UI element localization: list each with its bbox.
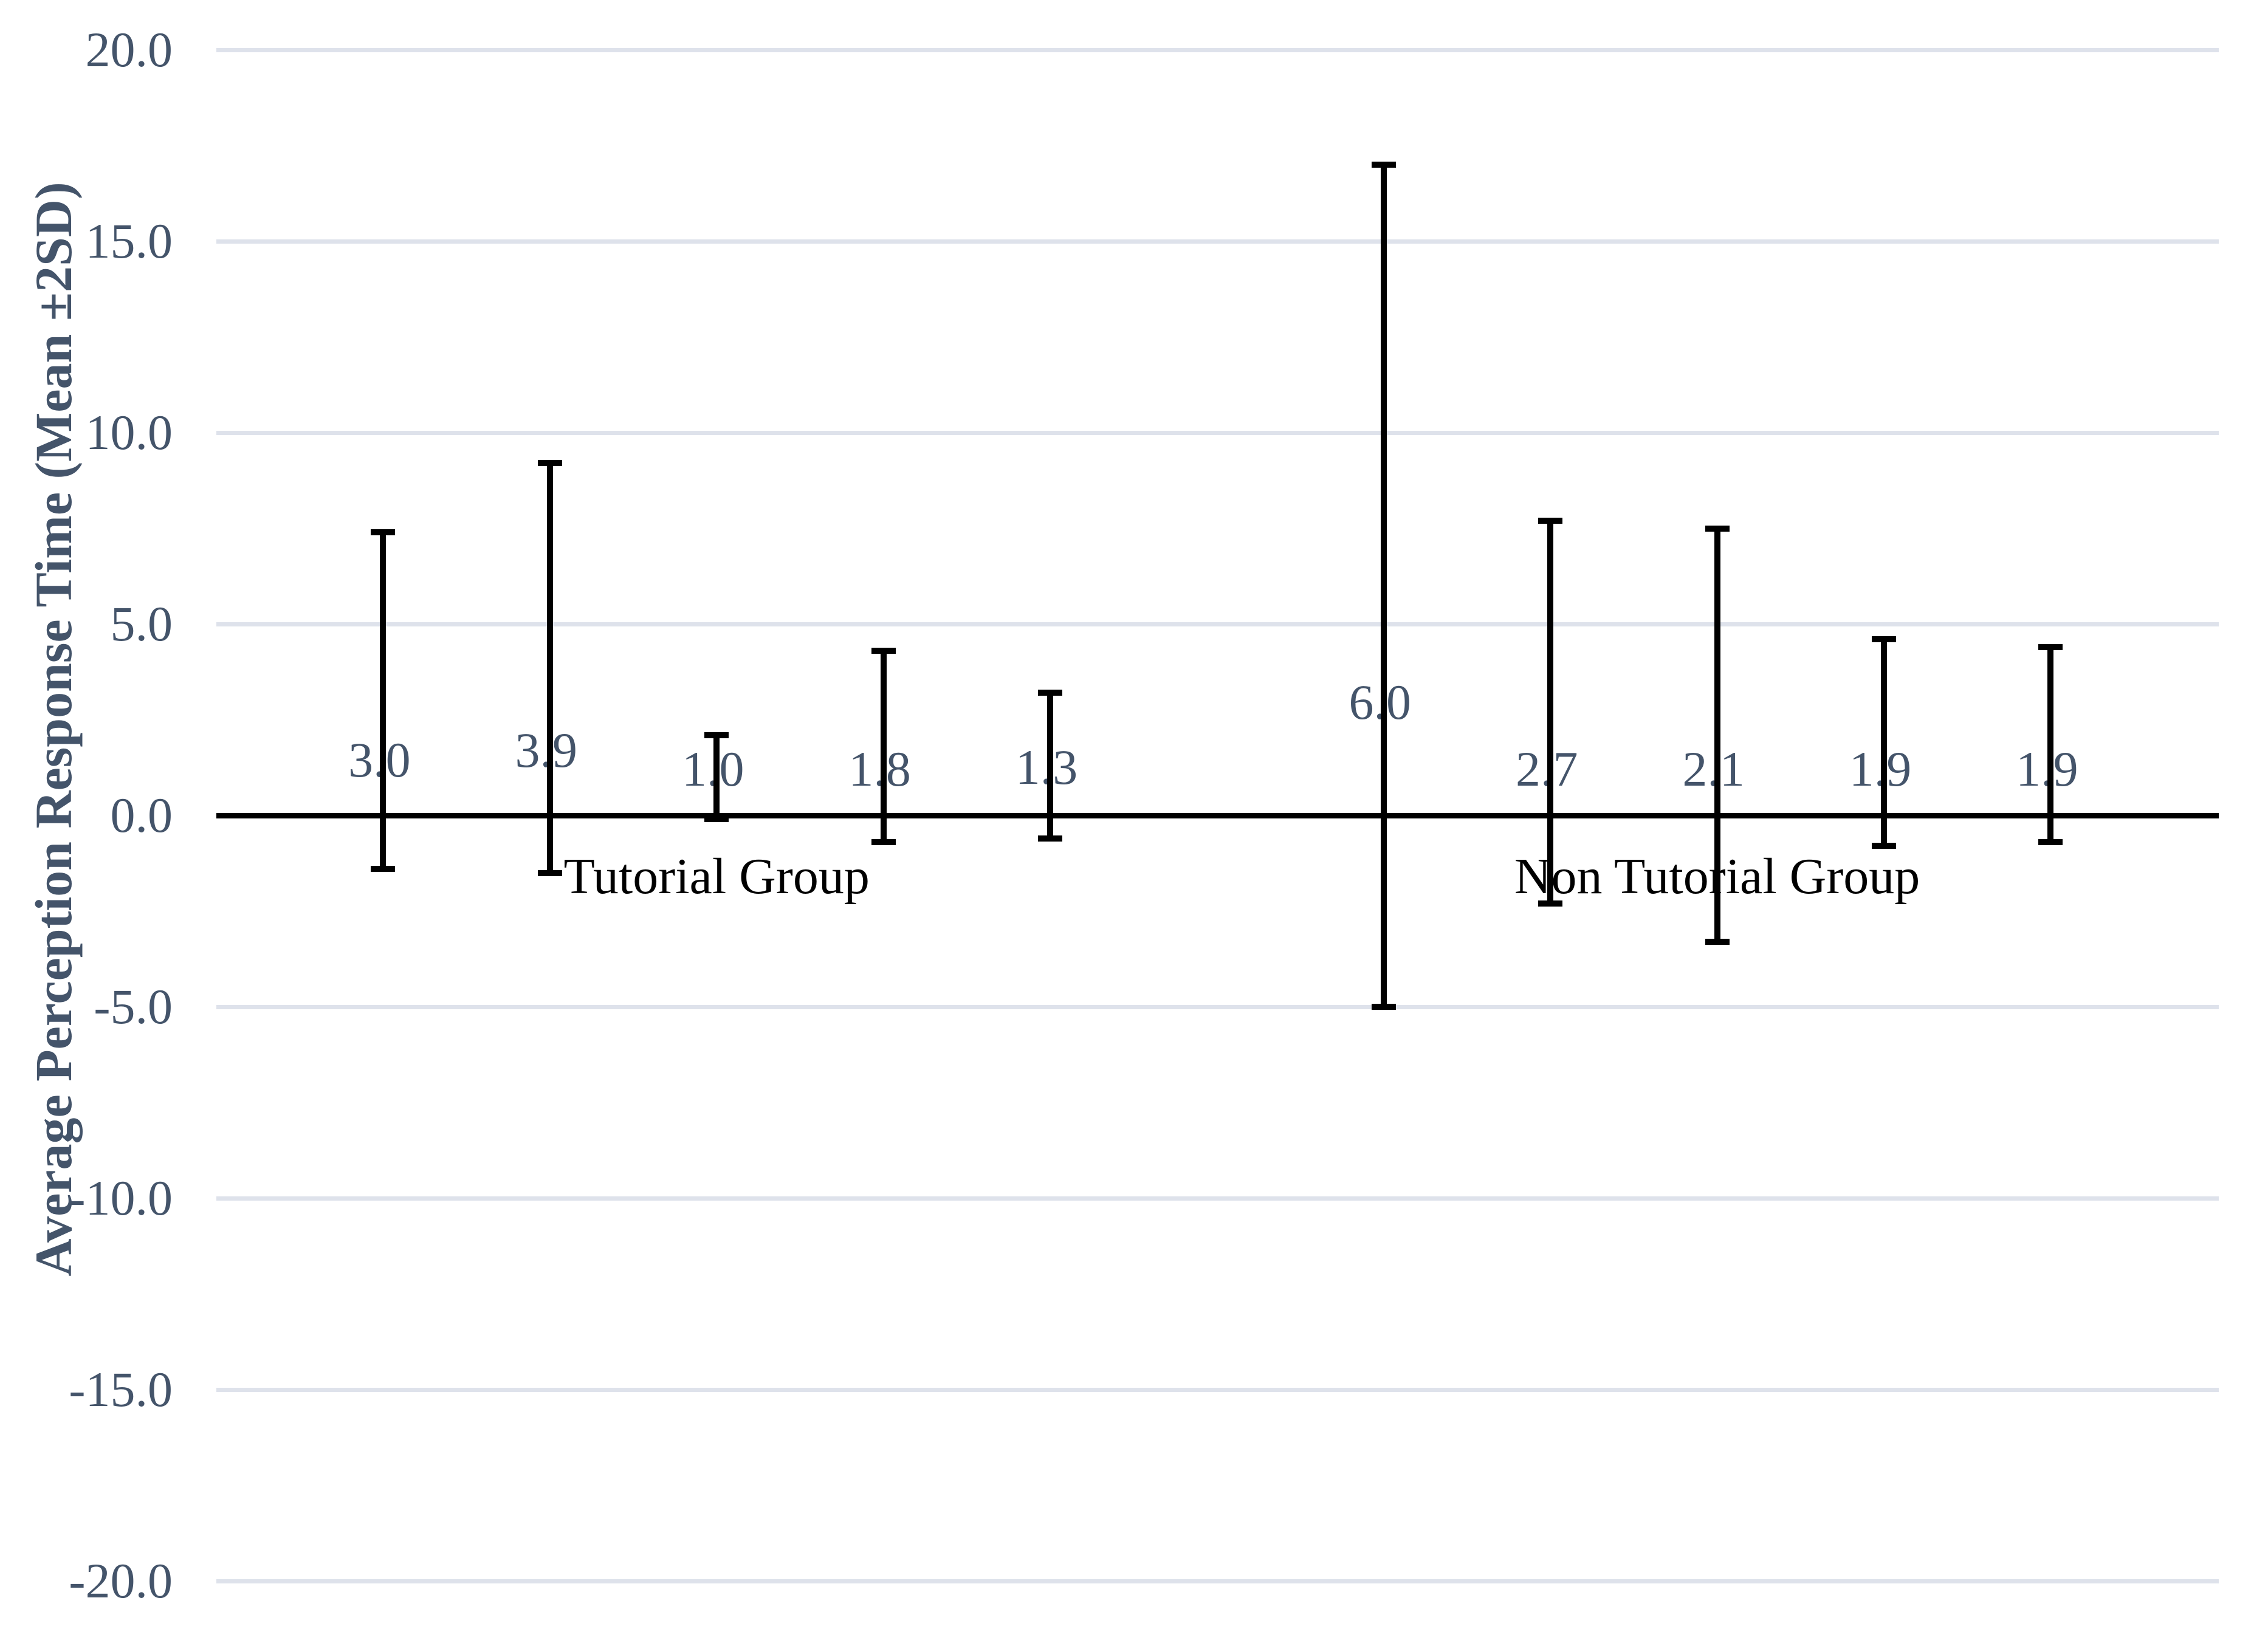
error-bar-line-point-5 bbox=[1047, 693, 1053, 839]
y-tick-label--5.0: -5.0 bbox=[94, 979, 173, 1034]
data-label-point-2: 3.9 bbox=[515, 722, 578, 778]
error-bar-cap-top-point-2 bbox=[537, 460, 562, 467]
y-tick-label-0.0: 0.0 bbox=[110, 787, 173, 843]
data-label-point-4: 1.8 bbox=[848, 741, 911, 797]
error-bar-line-point-7 bbox=[1547, 520, 1554, 904]
error-bar-cap-bottom-point-5 bbox=[1038, 835, 1062, 842]
y-tick-label-10.0: 10.0 bbox=[85, 405, 173, 460]
error-bar-line-point-1 bbox=[380, 532, 387, 869]
y-axis-title: Average Perception Response Time (Mean ±… bbox=[24, 182, 83, 1277]
error-bar-cap-bottom-point-4 bbox=[871, 839, 896, 846]
gridline-y-5 bbox=[216, 622, 2219, 626]
error-bar-cap-top-point-8 bbox=[1705, 525, 1730, 532]
group-label-tutorial-group: Tutorial Group bbox=[563, 848, 870, 905]
error-bar-cap-top-point-10 bbox=[2038, 643, 2063, 650]
error-bar-cap-top-point-1 bbox=[371, 529, 396, 535]
gridline-y-10 bbox=[216, 431, 2219, 435]
gridline-y-15 bbox=[216, 239, 2219, 244]
data-label-point-6: 6.0 bbox=[1349, 674, 1412, 730]
data-label-point-10: 1.9 bbox=[2016, 741, 2078, 797]
gridline-y--20 bbox=[216, 1579, 2219, 1583]
error-bar-cap-bottom-point-8 bbox=[1705, 938, 1730, 945]
gridline-y--10 bbox=[216, 1196, 2219, 1201]
error-bar-cap-top-point-4 bbox=[871, 648, 896, 654]
y-tick-label--15.0: -15.0 bbox=[69, 1362, 173, 1417]
data-label-point-8: 2.1 bbox=[1682, 741, 1745, 797]
data-label-point-9: 1.9 bbox=[1849, 741, 1912, 797]
y-tick-label--10.0: -10.0 bbox=[69, 1170, 173, 1226]
data-label-point-3: 1.0 bbox=[681, 741, 744, 797]
data-label-point-1: 3.0 bbox=[348, 732, 411, 787]
gridline-y-20 bbox=[216, 48, 2219, 52]
error-bar-line-point-9 bbox=[1881, 639, 1887, 846]
y-tick-label--20.0: -20.0 bbox=[69, 1553, 173, 1608]
error-bar-line-point-2 bbox=[546, 463, 553, 873]
x-axis-line bbox=[216, 813, 2219, 818]
error-bar-line-point-10 bbox=[2047, 646, 2054, 843]
error-bar-line-point-8 bbox=[1714, 528, 1720, 942]
error-bar-cap-bottom-point-9 bbox=[1872, 843, 1896, 849]
data-label-point-5: 1.3 bbox=[1015, 739, 1078, 795]
error-bar-cap-top-point-5 bbox=[1038, 690, 1062, 696]
error-bar-cap-bottom-point-3 bbox=[704, 816, 729, 823]
gridline-y--15 bbox=[216, 1388, 2219, 1392]
error-bar-cap-top-point-6 bbox=[1371, 162, 1396, 168]
gridline-y--5 bbox=[216, 1005, 2219, 1009]
error-bar-cap-bottom-point-10 bbox=[2038, 839, 2063, 846]
error-bar-cap-top-point-7 bbox=[1538, 517, 1563, 524]
error-bar-cap-top-point-9 bbox=[1872, 636, 1896, 643]
error-bar-line-point-3 bbox=[713, 735, 720, 820]
error-bar-cap-bottom-point-7 bbox=[1538, 900, 1563, 907]
error-bar-cap-bottom-point-1 bbox=[371, 866, 396, 873]
error-bar-cap-bottom-point-6 bbox=[1371, 1004, 1396, 1010]
data-label-point-7: 2.7 bbox=[1515, 741, 1578, 797]
y-tick-label-15.0: 15.0 bbox=[85, 213, 173, 269]
error-bar-line-point-4 bbox=[880, 651, 887, 843]
y-tick-label-5.0: 5.0 bbox=[110, 596, 173, 651]
error-bar-cap-bottom-point-2 bbox=[537, 869, 562, 876]
error-bar-line-point-6 bbox=[1380, 165, 1387, 1007]
y-tick-label-20.0: 20.0 bbox=[85, 22, 173, 77]
error-bar-cap-top-point-3 bbox=[704, 732, 729, 738]
